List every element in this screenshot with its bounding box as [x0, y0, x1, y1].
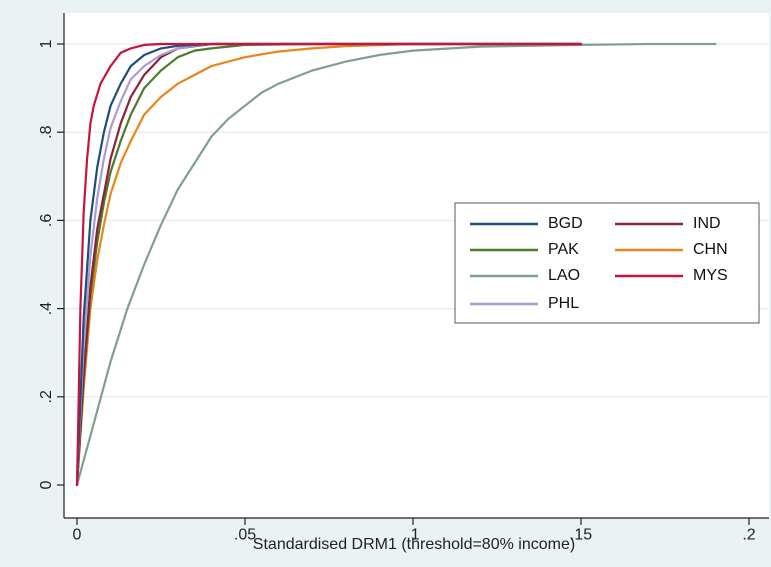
series-line-mys	[75, 42, 583, 487]
legend-label-ind: IND	[693, 215, 721, 232]
legend-label-bgd: BGD	[548, 215, 583, 232]
y-tick-label-5: 1	[38, 39, 55, 48]
y-tick-label-3: .6	[38, 214, 55, 227]
x-tick-label-4: .2	[742, 526, 755, 543]
series-line-lao	[75, 42, 717, 487]
y-tick-label-2: .4	[38, 302, 55, 315]
x-tick-label-0: 0	[73, 526, 82, 543]
legend-label-mys: MYS	[693, 267, 728, 284]
y-tick-label-0: 0	[38, 480, 55, 489]
x-tick-label-1: .05	[234, 526, 256, 543]
y-tick-label-1: .2	[38, 390, 55, 403]
axes: 0 .2 .4 .6 .8 1 0 .05 .1 .15 .2	[38, 13, 769, 543]
y-tick-label-4: .8	[38, 125, 55, 138]
legend-label-lao: LAO	[548, 267, 580, 284]
legend-label-pak: PAK	[548, 241, 579, 258]
legend-label-phl: PHL	[548, 295, 579, 312]
legend: BGD IND PAK CHN LAO MYS PHL	[454, 202, 760, 324]
legend-label-chn: CHN	[693, 241, 728, 258]
series-line-chn	[75, 42, 583, 487]
x-axis-title: Standardised DRM1 (threshold=80% income)	[253, 536, 575, 553]
x-tick-label-2: .1	[406, 526, 419, 543]
series-lines	[75, 42, 717, 487]
x-tick-label-3: .15	[570, 526, 592, 543]
